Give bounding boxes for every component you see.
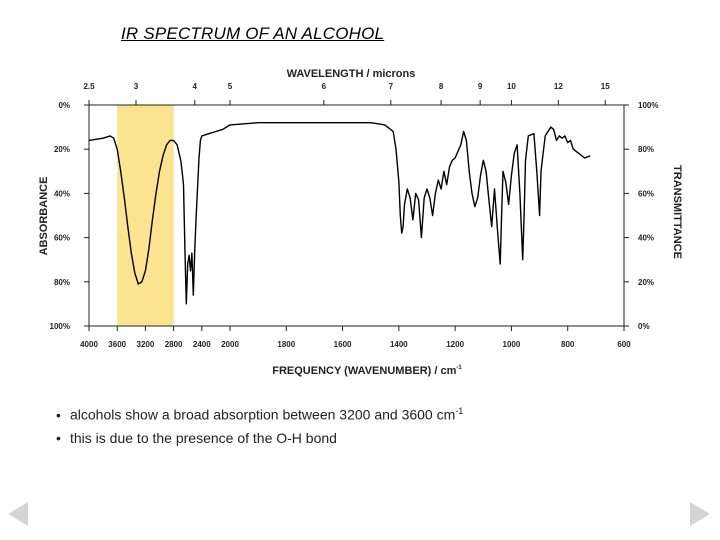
x-tick-label: 3200 (137, 340, 155, 349)
right-tick-label: 0% (638, 322, 650, 331)
bullet-item: • this is due to the presence of the O-H … (56, 427, 463, 450)
spectrum-line (88, 121, 591, 305)
right-tick-label: 40% (638, 234, 654, 243)
x-tick-label: 600 (617, 340, 631, 349)
ir-spectrum-chart: 4000 3600 3200 2800 2400 2000 1800 1600 1400 1200… (38, 68, 683, 377)
right-tick-label: 80% (638, 145, 654, 154)
x-tick-label: 2800 (165, 340, 183, 349)
bullet-marker: • (56, 429, 61, 446)
bullet-marker: • (56, 406, 61, 423)
left-tick-label: 100% (50, 322, 70, 331)
x-tick-label: 2400 (193, 340, 211, 349)
x-tick-label: 4000 (80, 340, 98, 349)
next-slide-icon[interactable] (690, 502, 710, 526)
top-tick-label: 4 (193, 82, 198, 91)
highlight-band (117, 105, 174, 326)
left-tick-label: 60% (54, 234, 70, 243)
top-axis-title: WAVELENGTH / microns (287, 68, 416, 80)
x-tick-label: 2000 (221, 340, 239, 349)
bullet-text: alcohols show a broad absorption between… (70, 406, 456, 423)
x-axis-title: FREQUENCY (WAVENUMBER) / cm-1 (272, 365, 462, 377)
top-tick-label: 15 (601, 82, 610, 91)
bullet-superscript: -1 (455, 406, 464, 416)
left-tick-label: 80% (54, 278, 70, 287)
right-tick-label: 100% (638, 101, 658, 110)
top-tick-label: 2.5 (83, 82, 95, 91)
top-tick-label: 10 (507, 82, 516, 91)
left-axis-title: ABSORBANCE (38, 177, 50, 256)
previous-slide-icon[interactable] (8, 502, 28, 526)
left-tick-label: 40% (54, 189, 70, 198)
x-axis-title-superscript: -1 (456, 365, 462, 371)
x-tick-label: 3600 (108, 340, 126, 349)
bullet-item: • alcohols show a broad absorption betwee… (56, 400, 463, 427)
right-tick-label: 20% (638, 278, 654, 287)
top-tick-label: 9 (478, 82, 483, 91)
top-tick-label: 12 (554, 82, 563, 91)
x-tick-label: 1200 (446, 340, 464, 349)
x-tick-label: 800 (561, 340, 575, 349)
bullet-list: • alcohols show a broad absorption betwee… (56, 400, 463, 450)
x-tick-label: 1400 (390, 340, 408, 349)
right-axis-title: TRANSMITTANCE (671, 165, 683, 259)
x-tick-label: 1800 (277, 340, 295, 349)
top-tick-label: 7 (389, 82, 394, 91)
x-tick-label: 1600 (334, 340, 352, 349)
right-tick-label: 60% (638, 189, 654, 198)
top-tick-label: 8 (439, 82, 444, 91)
top-tick-label: 6 (322, 82, 327, 91)
slide-title: IR SPECTRUM OF AN ALCOHOL (121, 24, 385, 43)
x-tick-label: 1000 (503, 340, 521, 349)
left-tick-label: 0% (58, 101, 70, 110)
top-tick-label: 5 (228, 82, 233, 91)
top-tick-label: 3 (134, 82, 139, 91)
left-tick-label: 20% (54, 145, 70, 154)
bullet-text: this is due to the presence of the O-H b… (70, 429, 337, 446)
